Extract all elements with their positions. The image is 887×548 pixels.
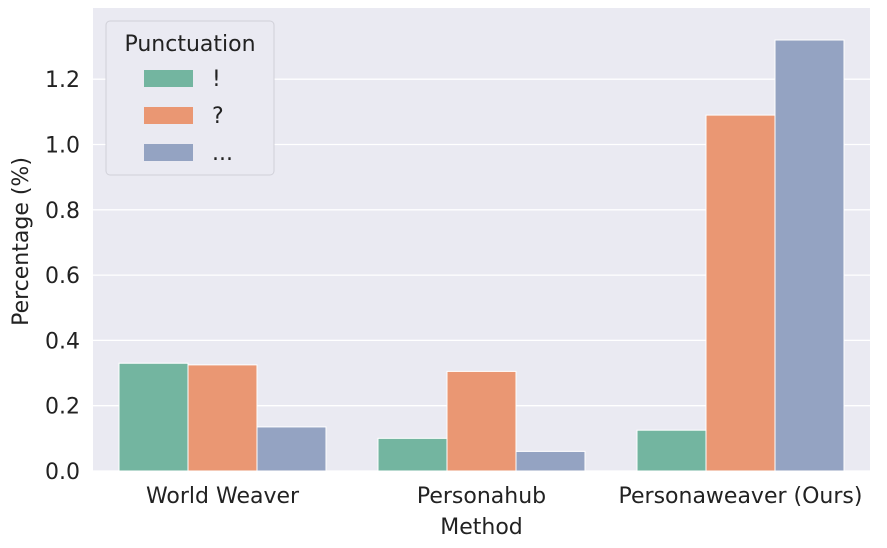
y-tick-label: 1.0 [45,133,80,158]
legend: Punctuation !?... [105,20,275,176]
y-tick-label: 0.6 [45,264,80,289]
legend-title: Punctuation [124,32,255,57]
y-tick-label: 0.4 [45,329,80,354]
legend-box [105,20,275,176]
legend-swatch [144,107,193,124]
bar [256,426,327,472]
x-tick-label: Personahub [417,484,546,509]
x-axis-title: Method [440,515,523,540]
bar [705,114,776,472]
y-tick-label: 0.0 [45,460,80,485]
y-tick-labels: 0.0 0.2 0.4 0.6 0.8 1.0 1.2 [45,68,80,485]
y-axis-title: Percentage (%) [9,157,34,326]
x-tick-label: World Weaver [146,484,300,509]
bars [118,39,845,472]
bar [515,450,586,472]
bar [446,370,517,472]
y-tick-label: 0.8 [45,199,80,224]
bar [636,429,707,472]
legend-label: ... [212,141,233,166]
bar [774,39,845,472]
bar [118,362,189,472]
x-tick-labels: World Weaver Personahub Personaweaver (Our… [146,484,863,509]
bar [377,437,448,472]
legend-swatch [144,70,193,87]
legend-swatch [144,144,193,161]
x-tick-label: Personaweaver (Ours) [619,484,863,509]
bar [187,364,258,472]
legend-label: ! [212,67,221,92]
legend-items: !?... [144,67,233,166]
y-tick-label: 1.2 [45,68,80,93]
legend-label: ? [212,104,224,129]
y-tick-label: 0.2 [45,395,80,420]
